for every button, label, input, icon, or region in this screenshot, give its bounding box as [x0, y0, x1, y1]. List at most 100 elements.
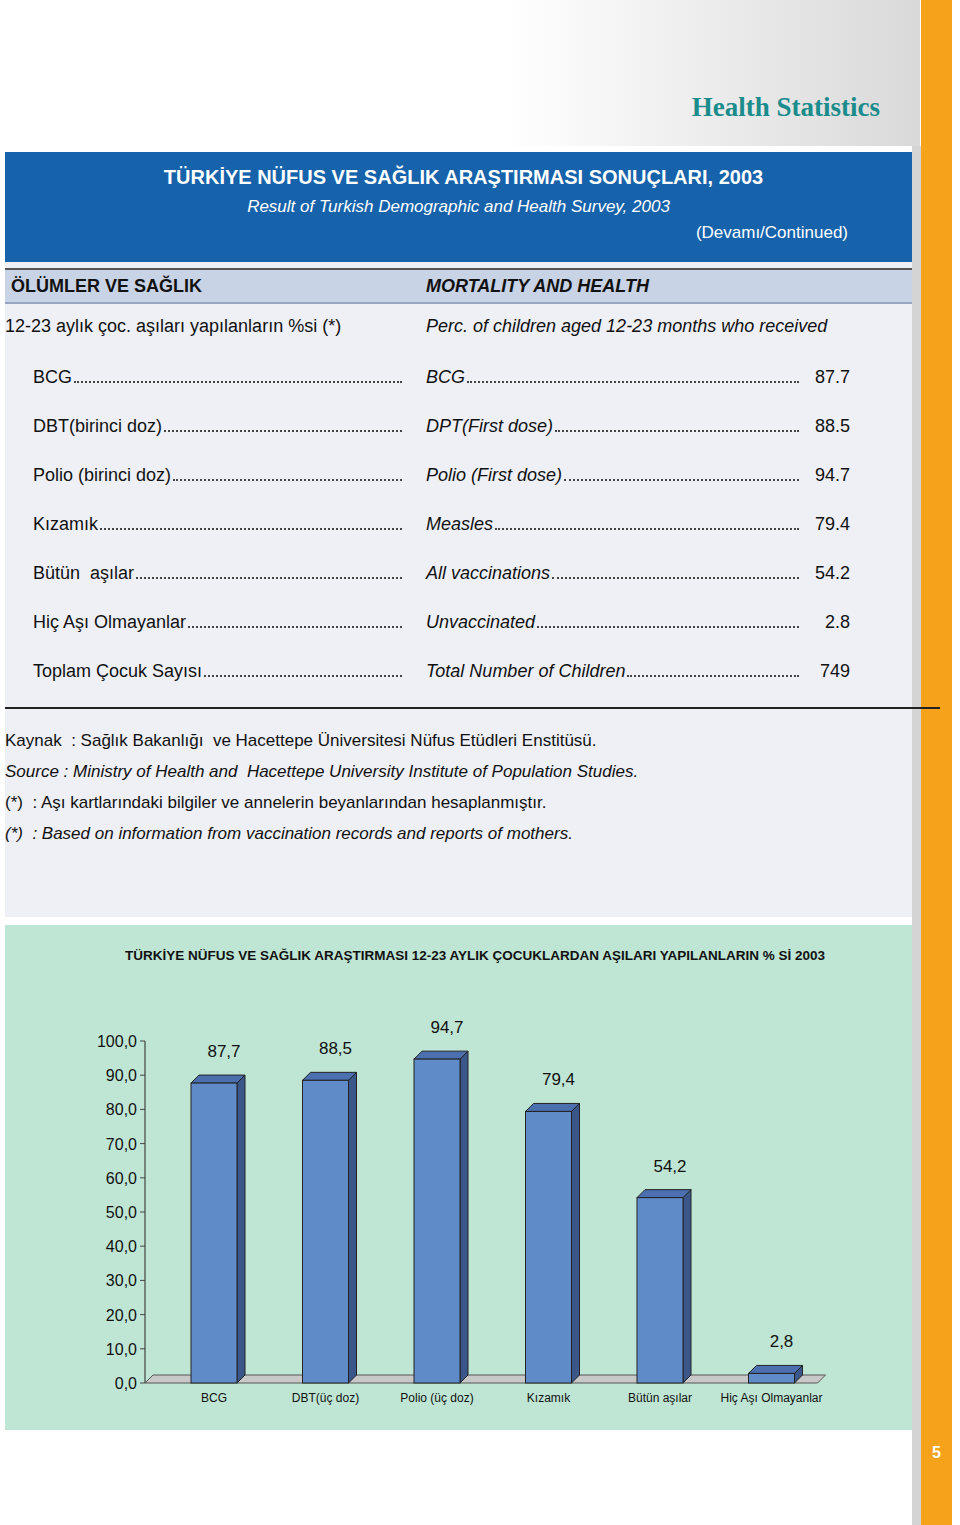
leader	[164, 430, 402, 432]
continued: (Devamı/Continued)	[696, 223, 848, 243]
value: 54.2	[802, 563, 850, 584]
page-number: 5	[921, 1444, 952, 1462]
y-tick	[140, 1314, 145, 1315]
y-tick	[140, 1348, 145, 1349]
row-label-en: All vaccinations 54.2	[426, 560, 850, 584]
leader	[136, 577, 402, 579]
bar-side	[460, 1051, 468, 1383]
intro-tr: 12-23 aylık çoc. aşıları yapılanların %s…	[5, 316, 341, 337]
leader	[537, 626, 799, 628]
leader	[627, 675, 799, 677]
label-en: Unvaccinated	[426, 612, 535, 633]
row-label-en: Unvaccinated 2.8	[426, 609, 850, 633]
value: 79.4	[802, 514, 850, 535]
data-label: 54,2	[653, 1157, 686, 1176]
label-tr: Polio (birinci doz)	[33, 465, 171, 486]
bar-group	[303, 1072, 357, 1383]
top-band	[0, 0, 920, 146]
leader	[173, 479, 402, 481]
y-tick	[140, 1041, 145, 1042]
table-heading: ÖLÜMLER VE SAĞLIKMORTALITY AND HEALTH	[5, 268, 912, 304]
bar-top	[303, 1072, 357, 1080]
leader	[555, 430, 799, 432]
rule	[5, 707, 940, 709]
y-tick	[140, 1383, 145, 1384]
bar-top	[414, 1051, 468, 1059]
label-tr: DBT(birinci doz)	[33, 416, 162, 437]
y-tick-label: 80,0	[106, 1101, 137, 1118]
note: (*) : Based on information from vaccinat…	[5, 824, 573, 844]
y-tick	[140, 1177, 145, 1178]
y-tick	[140, 1143, 145, 1144]
row-label-tr: Toplam Çocuk Sayısı	[33, 658, 405, 682]
row-label-en: Measles 79.4	[426, 511, 850, 535]
banner: TÜRKİYE NÜFUS VE SAĞLIK ARAŞTIRMASI SONU…	[5, 152, 912, 262]
value: 2.8	[802, 612, 850, 633]
row-label-tr: Bütün aşılar	[33, 560, 405, 584]
value: 88.5	[802, 416, 850, 437]
leader	[552, 577, 799, 579]
bar	[637, 1198, 683, 1383]
leader	[495, 528, 799, 530]
label-en: Measles	[426, 514, 493, 535]
bar	[414, 1059, 460, 1383]
bar-group	[414, 1051, 468, 1383]
bar-group	[191, 1075, 245, 1383]
y-tick-label: 10,0	[106, 1341, 137, 1358]
subtitle: Result of Turkish Demographic and Health…	[5, 197, 912, 217]
bar	[303, 1080, 349, 1383]
label-tr: Bütün aşılar	[33, 563, 134, 584]
bar-top	[749, 1365, 803, 1373]
y-tick-label: 0,0	[115, 1375, 137, 1392]
row-label-en: DPT(First dose)88.5	[426, 413, 850, 437]
leader	[74, 381, 402, 383]
section-title: Health Statistics	[560, 92, 880, 123]
table-background	[5, 262, 912, 917]
x-tick-label: Hiç Aşı Olmayanlar	[720, 1391, 824, 1406]
data-label: 2,8	[770, 1332, 794, 1351]
row-label-en: Total Number of Children749	[426, 658, 850, 682]
data-label: 79,4	[542, 1070, 575, 1089]
row-label-tr: Hiç Aşı Olmayanlar	[33, 609, 405, 633]
bars	[191, 1051, 803, 1383]
leader	[467, 381, 799, 383]
bar-top	[191, 1075, 245, 1083]
intro-en: Perc. of children aged 12-23 months who …	[426, 316, 827, 337]
bar-side	[683, 1190, 691, 1383]
value: 87.7	[802, 367, 850, 388]
bar-group	[526, 1103, 580, 1383]
y-tick-label: 60,0	[106, 1170, 137, 1187]
bar-side	[237, 1075, 245, 1383]
y-tick-label: 30,0	[106, 1272, 137, 1289]
label-en: Total Number of Children	[426, 661, 625, 682]
orange-strip	[921, 0, 952, 1525]
x-tick-label: DBT(üç doz)	[274, 1391, 378, 1406]
label-en: Polio (First dose)	[426, 465, 562, 486]
leader	[188, 626, 402, 628]
bar-top	[637, 1190, 691, 1198]
label-en: BCG	[426, 367, 465, 388]
label-en: All vaccinations	[426, 563, 550, 584]
bar-group	[749, 1365, 803, 1383]
y-tick-label: 90,0	[106, 1067, 137, 1084]
y-tick-label: 20,0	[106, 1307, 137, 1324]
row-label-en: BCG 87.7	[426, 364, 850, 388]
x-tick-label: BCG	[162, 1391, 266, 1406]
y-tick-label: 100,0	[97, 1033, 137, 1050]
heading-tr: ÖLÜMLER VE SAĞLIK	[11, 276, 202, 297]
label-tr: Kızamık	[33, 514, 98, 535]
x-tick-label: Kızamık	[497, 1391, 601, 1406]
value: 94.7	[802, 465, 850, 486]
leader	[100, 528, 402, 530]
chart: 0,010,020,030,040,050,060,070,080,090,01…	[0, 0, 960, 1525]
label-tr: BCG	[33, 367, 72, 388]
note: Source : Ministry of Health and Hacettep…	[5, 762, 638, 782]
row-label-tr: Kızamık	[33, 511, 405, 535]
leader	[204, 675, 402, 677]
data-label: 94,7	[430, 1018, 463, 1037]
note: Kaynak : Sağlık Bakanlığı ve Hacettepe Ü…	[5, 731, 597, 751]
y-tick	[140, 1280, 145, 1281]
x-tick-label: Bütün aşılar	[608, 1391, 712, 1406]
y-tick-label: 40,0	[106, 1238, 137, 1255]
chart-title: TÜRKİYE NÜFUS VE SAĞLIK ARAŞTIRMASI 12-2…	[110, 946, 840, 965]
